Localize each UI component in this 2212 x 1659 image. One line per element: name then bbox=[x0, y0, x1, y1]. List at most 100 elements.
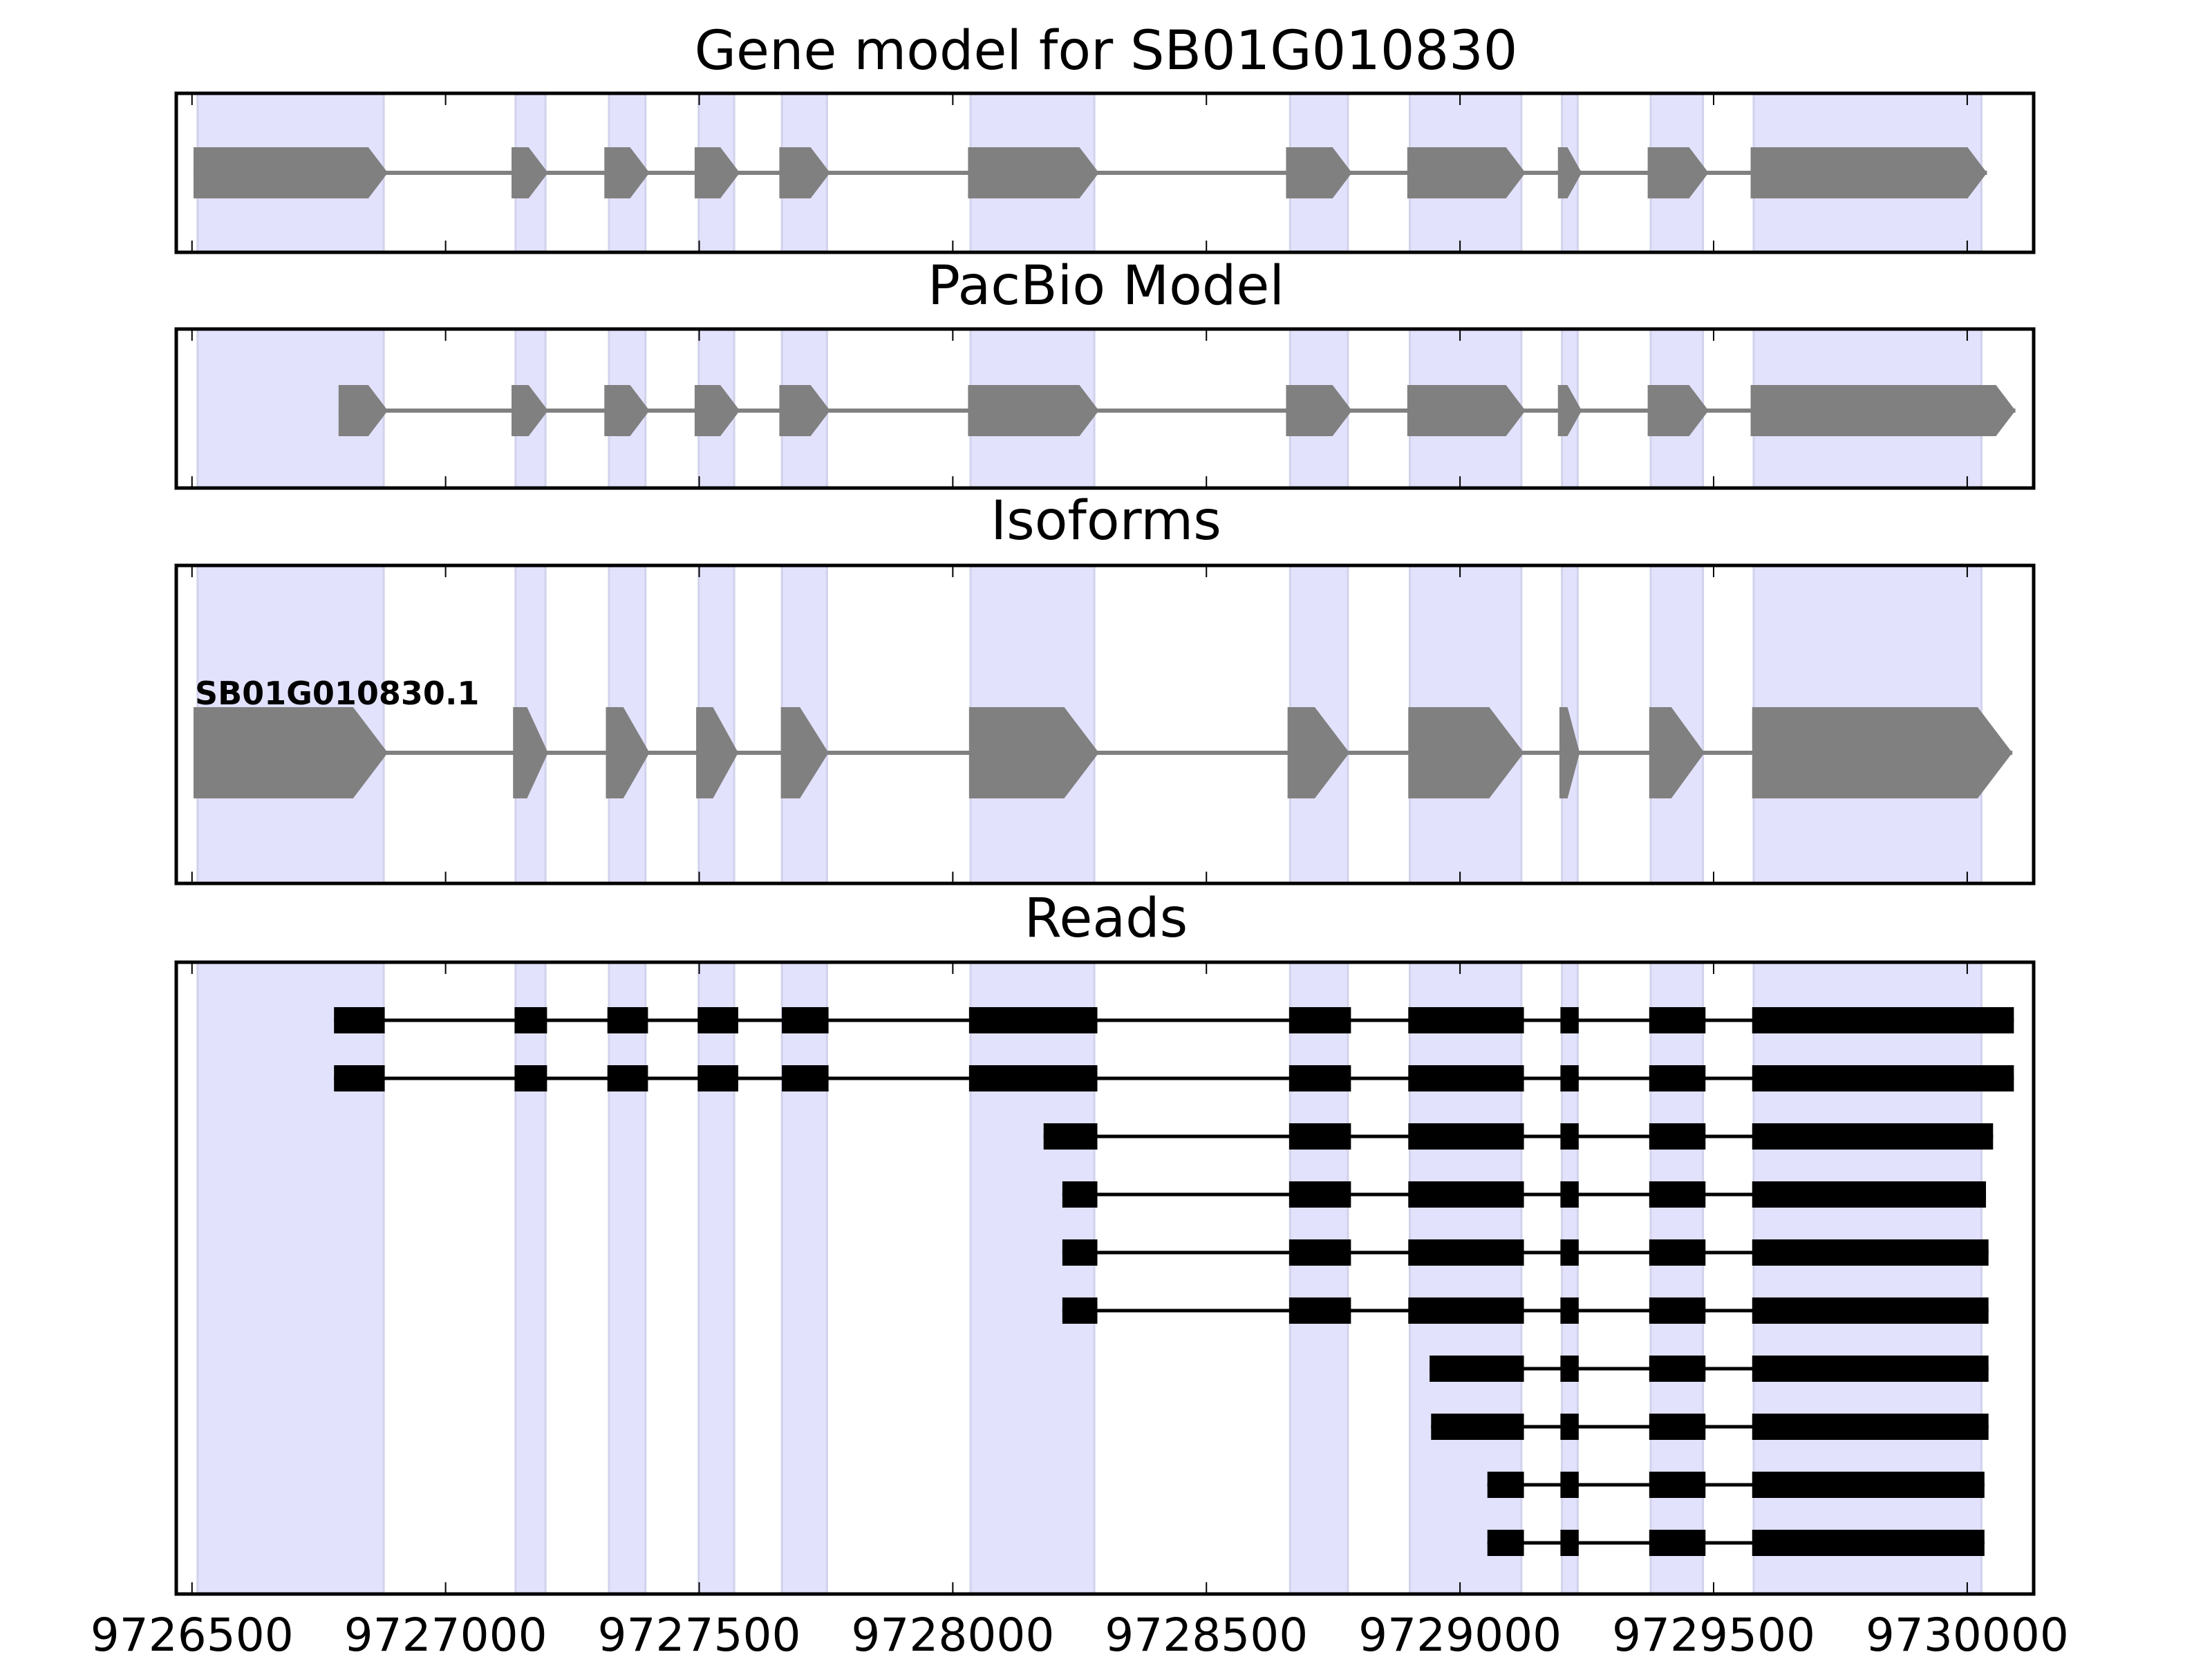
exon bbox=[1408, 707, 1524, 798]
exon bbox=[1752, 1007, 2014, 1033]
read bbox=[1430, 1356, 1989, 1382]
read bbox=[1062, 1181, 1987, 1208]
read bbox=[1487, 1472, 1985, 1498]
exon bbox=[334, 1065, 385, 1091]
exon bbox=[513, 707, 548, 798]
exon bbox=[1752, 1530, 1985, 1556]
exon bbox=[1560, 1472, 1579, 1498]
exon bbox=[1407, 147, 1526, 198]
exon bbox=[1407, 385, 1526, 436]
exon bbox=[1752, 707, 2013, 798]
exon bbox=[338, 385, 388, 436]
exon bbox=[604, 147, 650, 198]
transcript-model bbox=[193, 147, 1987, 198]
exon-shade-region bbox=[196, 961, 385, 1595]
panel-4: Reads bbox=[174, 888, 2036, 1596]
exon bbox=[1560, 1123, 1579, 1150]
exon bbox=[1752, 1239, 1989, 1266]
panel-title: Reads bbox=[1024, 888, 1188, 950]
x-tick-label: 9728500 bbox=[1105, 1609, 1308, 1659]
exon bbox=[1750, 385, 2016, 436]
exon bbox=[694, 385, 740, 436]
exon bbox=[1408, 1065, 1524, 1091]
transcript-model bbox=[338, 385, 2016, 436]
exon bbox=[1649, 1181, 1706, 1208]
exon bbox=[1560, 1356, 1579, 1382]
read bbox=[334, 1065, 2014, 1091]
exon-shade-region bbox=[969, 961, 1096, 1595]
exon-shade-region bbox=[697, 961, 735, 1595]
exon bbox=[1288, 1181, 1351, 1208]
panel-2: PacBio Model bbox=[174, 255, 2036, 490]
panel-1: Gene model for SB01G010830 bbox=[174, 20, 2036, 254]
exon bbox=[1408, 1297, 1524, 1324]
exon bbox=[1649, 1007, 1706, 1033]
exon bbox=[1649, 1239, 1706, 1266]
exon bbox=[697, 1007, 738, 1033]
panel-frame bbox=[174, 960, 2036, 1596]
x-tick-label: 9729500 bbox=[1612, 1609, 1815, 1659]
exon bbox=[1752, 1181, 1987, 1208]
exon bbox=[1487, 1472, 1524, 1498]
read bbox=[1487, 1530, 1985, 1556]
exon bbox=[607, 1065, 648, 1091]
exon bbox=[1062, 1297, 1098, 1324]
exon bbox=[1560, 1530, 1579, 1556]
exon bbox=[968, 147, 1099, 198]
exon bbox=[779, 147, 830, 198]
exon-shade-region bbox=[1408, 961, 1523, 1595]
panel-title: Isoforms bbox=[991, 490, 1221, 552]
exon-shade-region bbox=[780, 961, 828, 1595]
exon bbox=[1649, 1414, 1706, 1440]
exon bbox=[604, 385, 650, 436]
exon bbox=[512, 385, 548, 436]
exon bbox=[780, 707, 829, 798]
exon bbox=[193, 707, 388, 798]
exon bbox=[514, 1007, 547, 1033]
exon bbox=[968, 707, 1099, 798]
exon bbox=[968, 385, 1099, 436]
exon bbox=[782, 1007, 829, 1033]
exon bbox=[1647, 147, 1709, 198]
exon bbox=[1752, 1414, 1989, 1440]
exon bbox=[968, 1007, 1098, 1033]
exon bbox=[1288, 1239, 1351, 1266]
exon bbox=[1287, 707, 1350, 798]
exon bbox=[607, 1007, 648, 1033]
exon bbox=[1560, 1065, 1579, 1091]
exon bbox=[334, 1007, 385, 1033]
exon bbox=[1560, 1414, 1579, 1440]
exon bbox=[1752, 1123, 1994, 1150]
x-tick-label: 9727500 bbox=[598, 1609, 801, 1659]
exon bbox=[1288, 1065, 1351, 1091]
exon bbox=[606, 707, 650, 798]
exon bbox=[1288, 1007, 1351, 1033]
transcript-model: SB01G010830.1 bbox=[193, 675, 2013, 798]
exon bbox=[696, 707, 738, 798]
panel-title: Gene model for SB01G010830 bbox=[695, 20, 1518, 82]
panel-title: PacBio Model bbox=[928, 255, 1284, 317]
exon bbox=[1286, 147, 1352, 198]
x-tick-label: 9729000 bbox=[1358, 1609, 1562, 1659]
exon-shade-region bbox=[1649, 961, 1705, 1595]
exon bbox=[782, 1065, 829, 1091]
exon-shade-region bbox=[1288, 961, 1349, 1595]
exon bbox=[1649, 1123, 1706, 1150]
exon bbox=[1557, 147, 1582, 198]
exon bbox=[697, 1065, 738, 1091]
exon bbox=[1560, 1007, 1579, 1033]
exon bbox=[1649, 1530, 1706, 1556]
exon bbox=[1649, 1472, 1706, 1498]
exon bbox=[1408, 1123, 1524, 1150]
exon bbox=[512, 147, 548, 198]
x-tick-label: 9728000 bbox=[851, 1609, 1054, 1659]
exon bbox=[193, 147, 388, 198]
exon bbox=[1043, 1123, 1098, 1150]
x-tick-label: 9730000 bbox=[1866, 1609, 2069, 1659]
exon bbox=[514, 1065, 547, 1091]
panel-frame bbox=[174, 563, 2036, 885]
exon-shade-region bbox=[1561, 961, 1579, 1595]
read bbox=[1062, 1239, 1989, 1266]
exon bbox=[1649, 1065, 1706, 1091]
